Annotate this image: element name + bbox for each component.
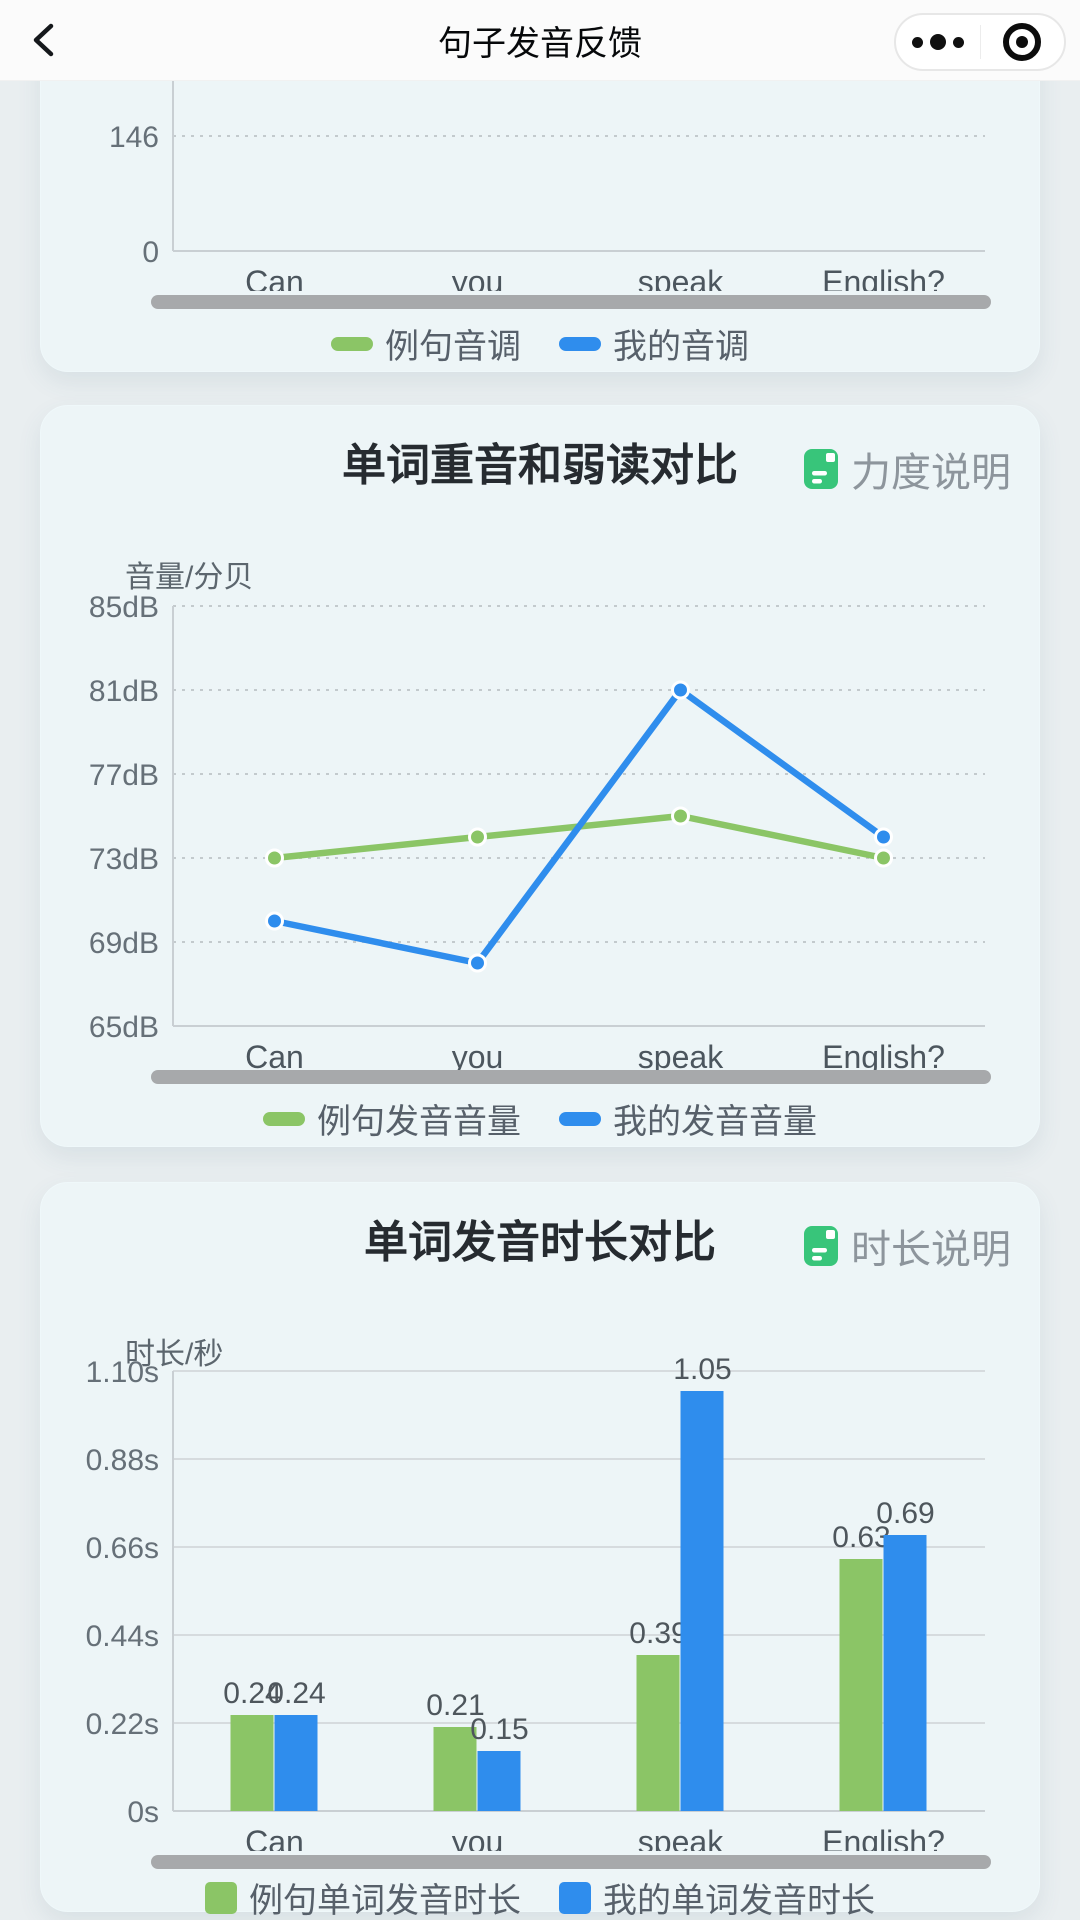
legend-swatch-sample-duration [205, 1881, 237, 1914]
y-tick-labels: 146 0 [109, 121, 159, 269]
legend-label-my-duration: 我的单词发音时长 [603, 1882, 875, 1920]
svg-text:0.24: 0.24 [223, 1677, 281, 1710]
line-series-1 [265, 680, 893, 973]
legend-swatch-my-duration [559, 1881, 591, 1914]
svg-text:81dB: 81dB [89, 675, 159, 708]
y-tick-labels: 85dB 81dB 77dB 73dB 69dB 65dB [89, 591, 159, 1044]
volume-chart-canvas[interactable]: 85dB 81dB 77dB 73dB 69dB 65dB Can you speak Engli… [41, 406, 1041, 1086]
svg-text:speak: speak [638, 264, 724, 291]
volume-help-label: 力度说明 [851, 451, 1011, 495]
legend-label-my-pitch: 我的音调 [613, 328, 749, 366]
svg-text:85dB: 85dB [89, 591, 159, 624]
svg-text:1.05: 1.05 [673, 1353, 731, 1386]
duration-chart-card: 单词发音时长对比 时长说明 时长/秒 1.10s 0.88s 0.66s 0.44s 0… [40, 1182, 1041, 1920]
svg-text:English?: English? [822, 264, 945, 291]
svg-text:0.24: 0.24 [267, 1677, 325, 1710]
volume-chart-scrollbar[interactable] [151, 1070, 991, 1084]
svg-text:speak: speak [638, 1039, 724, 1075]
legend-swatch-my-volume [559, 1111, 601, 1126]
svg-text:0.39: 0.39 [629, 1617, 687, 1650]
svg-text:0.15: 0.15 [470, 1713, 528, 1746]
svg-text:you: you [452, 1039, 504, 1075]
svg-text:1.10s: 1.10s [86, 1356, 159, 1389]
legend-label-sample-duration: 例句单词发音时长 [249, 1882, 521, 1920]
bar-series-1: 0.24 0.15 1.05 0.69 [267, 1353, 935, 1811]
volume-chart-title: 单词重音和弱读对比 [342, 441, 738, 490]
legend-item-sample-duration[interactable]: 例句单词发音时长 [205, 1873, 521, 1920]
legend-item-sample-volume[interactable]: 例句发音音量 [263, 1094, 521, 1143]
svg-text:69dB: 69dB [89, 927, 159, 960]
duration-help-button[interactable]: 时长说明 [803, 1217, 1011, 1275]
pitch-chart-canvas[interactable]: 146 0 Can you speak English? [41, 0, 1041, 291]
legend-item-sample-pitch[interactable]: 例句音调 [331, 319, 521, 368]
legend-label-sample-pitch: 例句音调 [385, 328, 521, 366]
volume-card-header: 单词重音和弱读对比 力度说明 [41, 436, 1039, 496]
duration-chart-title: 单词发音时长对比 [364, 1218, 716, 1267]
page-title: 句子发音反馈 [438, 24, 642, 63]
svg-text:Can: Can [245, 264, 304, 291]
svg-text:0.63: 0.63 [832, 1521, 890, 1554]
svg-text:Can: Can [245, 1039, 304, 1075]
legend-label-my-volume: 我的发音音量 [613, 1103, 817, 1141]
x-category-labels: Can you speak English? [245, 1824, 945, 1851]
y-tick-labels: 1.10s 0.88s 0.66s 0.44s 0.22s 0s [86, 1356, 159, 1829]
circle-dot-icon [1003, 23, 1042, 61]
svg-text:0.69: 0.69 [876, 1497, 934, 1530]
legend-item-my-duration[interactable]: 我的单词发音时长 [559, 1873, 875, 1920]
nav-bar: 句子发音反馈 [0, 0, 1080, 81]
gridlines [172, 605, 985, 1027]
volume-axis-name: 音量/分贝 [125, 561, 254, 594]
svg-text:you: you [452, 264, 504, 291]
svg-text:77dB: 77dB [89, 759, 159, 792]
legend-label-sample-volume: 例句发音音量 [317, 1103, 521, 1141]
volume-chart-card: 单词重音和弱读对比 力度说明 音量/分贝 85dB 81dB 77dB 73dB 69d… [40, 405, 1040, 1147]
note-icon [804, 1226, 838, 1266]
volume-chart-legend: 例句发音音量 我的发音音量 [41, 1094, 1039, 1143]
pitch-chart-scrollbar[interactable] [151, 295, 991, 309]
x-category-labels: Can you speak English? [245, 1039, 945, 1075]
bar-series-0: 0.24 0.21 0.39 0.63 [223, 1521, 891, 1811]
chevron-left-icon [33, 23, 54, 57]
duration-axis-name: 时长/秒 [125, 1338, 224, 1371]
pitch-chart-legend: 例句音调 我的音调 [41, 319, 1039, 368]
svg-text:0.21: 0.21 [426, 1689, 484, 1722]
svg-text:0s: 0s [127, 1796, 159, 1829]
gridlines [172, 81, 985, 252]
capsule-divider [979, 25, 981, 59]
svg-text:146: 146 [109, 121, 159, 154]
more-button[interactable] [896, 15, 980, 69]
x-category-labels: Can you speak English? [245, 264, 945, 291]
svg-text:speak: speak [638, 1824, 724, 1851]
svg-text:English?: English? [822, 1039, 945, 1075]
svg-text:0: 0 [142, 236, 159, 269]
svg-text:65dB: 65dB [89, 1011, 159, 1044]
legend-swatch-sample-volume [263, 1111, 305, 1126]
svg-text:0.88s: 0.88s [86, 1444, 159, 1477]
svg-text:you: you [452, 1824, 504, 1851]
more-dots-icon [911, 34, 964, 50]
back-button[interactable] [18, 14, 70, 66]
duration-chart-scrollbar[interactable] [151, 1855, 991, 1869]
legend-swatch-sample-pitch [331, 336, 373, 351]
svg-text:English?: English? [822, 1824, 945, 1851]
duration-chart-legend: 例句单词发音时长 我的单词发音时长 [41, 1873, 1039, 1920]
legend-item-my-volume[interactable]: 我的发音音量 [559, 1094, 817, 1143]
close-minimize-button[interactable] [981, 15, 1065, 69]
wechat-capsule [894, 13, 1066, 71]
svg-text:73dB: 73dB [89, 843, 159, 876]
svg-text:Can: Can [245, 1824, 304, 1851]
svg-text:0.66s: 0.66s [86, 1532, 159, 1565]
volume-help-button[interactable]: 力度说明 [803, 440, 1011, 498]
legend-item-my-pitch[interactable]: 我的音调 [559, 319, 749, 368]
svg-text:0.22s: 0.22s [86, 1708, 159, 1741]
duration-help-label: 时长说明 [851, 1228, 1011, 1272]
duration-chart-canvas[interactable]: 1.10s 0.88s 0.66s 0.44s 0.22s 0s Can you speak En… [41, 1183, 1041, 1851]
note-icon [804, 449, 838, 489]
svg-text:0.44s: 0.44s [86, 1620, 159, 1653]
duration-card-header: 单词发音时长对比 时长说明 [41, 1213, 1039, 1273]
legend-swatch-my-pitch [559, 336, 601, 351]
